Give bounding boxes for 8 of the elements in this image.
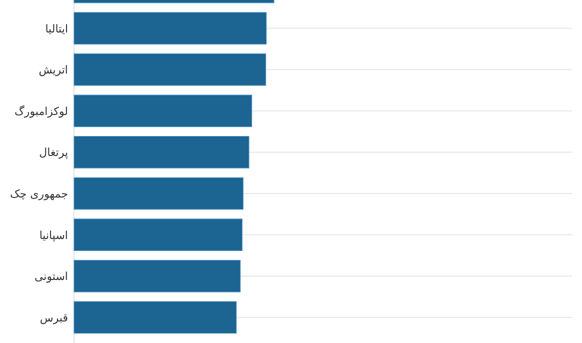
y-tick-label: لوکزامبورگ <box>14 104 68 118</box>
y-tick-label: پرتغال <box>39 146 68 160</box>
y-tick-label: استونی <box>34 270 68 284</box>
y-tick-label: ایتالیا <box>45 22 68 36</box>
y-tick-label: قبرس <box>40 311 68 324</box>
y-tick-label: اسپانیا <box>39 228 68 242</box>
y-tick-label: جمهوری چک <box>10 188 68 200</box>
y-tick-label: اتریش <box>38 64 68 77</box>
